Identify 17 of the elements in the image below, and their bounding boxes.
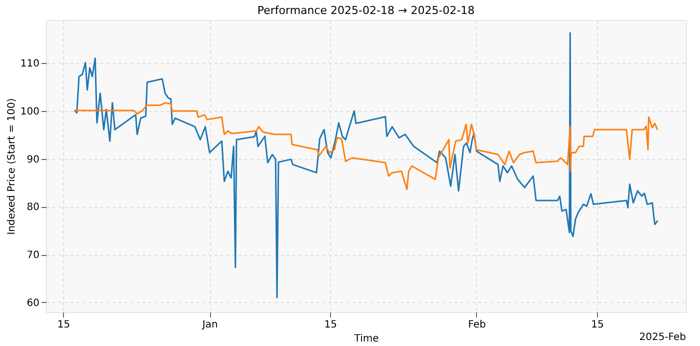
x-tick-label: Feb — [468, 320, 486, 330]
y-tick-label: 90 — [26, 154, 40, 166]
y-tick-label: 70 — [26, 250, 40, 262]
line-series — [74, 102, 658, 190]
x-axis-title: Time — [353, 334, 379, 344]
y-tick-label: 60 — [26, 298, 40, 309]
y-tick-label: 110 — [20, 58, 40, 70]
x-tick-label: 15 — [324, 320, 337, 330]
y-tick-label: 80 — [26, 202, 40, 214]
text: 2025-Feb — [639, 332, 686, 343]
y-axis-title: Indexed Price (Start = 100) — [6, 98, 18, 235]
y-tick-label: 100 — [20, 106, 40, 118]
line-series — [74, 32, 658, 298]
chart-title: Performance 2025-02-18 → 2025-02-18 — [257, 4, 475, 17]
x-tick-label: 15 — [57, 320, 70, 330]
x-tick-label: 15 — [591, 320, 604, 330]
x-tick-label: Jan — [201, 320, 218, 330]
